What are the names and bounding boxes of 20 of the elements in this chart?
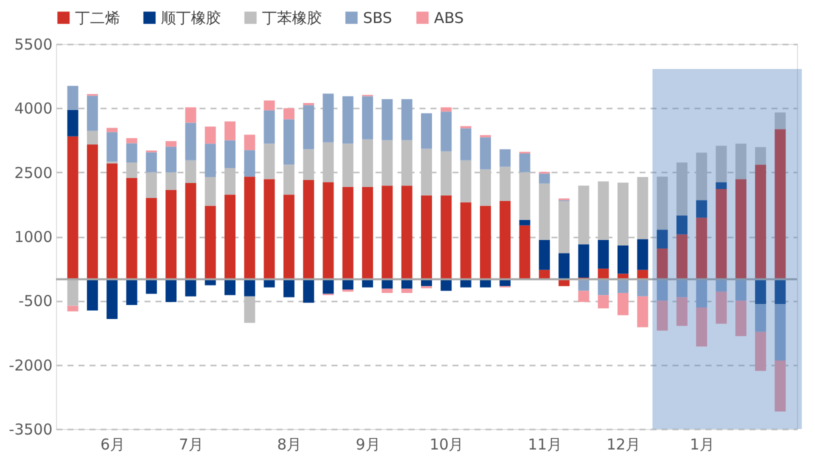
x-tick-label: 10月: [430, 436, 464, 454]
legend-label: 丁苯橡胶: [262, 8, 322, 27]
x-tick-label: 9月: [356, 436, 380, 454]
legend-label: SBS: [363, 8, 392, 27]
x-tick-label: 8月: [277, 436, 302, 454]
y-tick-label: 4000: [14, 100, 52, 118]
x-tick-label: 12月: [606, 436, 641, 454]
y-tick-label: 5500: [14, 36, 52, 54]
x-tick-label: 7月: [178, 436, 204, 454]
y-tick-label: -3500: [8, 420, 52, 438]
legend-label: 顺丁橡胶: [161, 8, 221, 27]
y-tick-label: -2000: [8, 356, 52, 374]
y-tick-label: 2500: [14, 164, 52, 182]
x-tick-label: 1月: [690, 436, 714, 454]
y-tick-label: -500: [18, 292, 52, 310]
legend-label: 丁二烯: [75, 8, 120, 27]
x-tick-label: 11月: [528, 436, 562, 454]
y-tick-label: 1000: [14, 228, 52, 246]
x-tick-label: 6月: [100, 436, 125, 454]
legend-label: ABS: [434, 8, 464, 27]
